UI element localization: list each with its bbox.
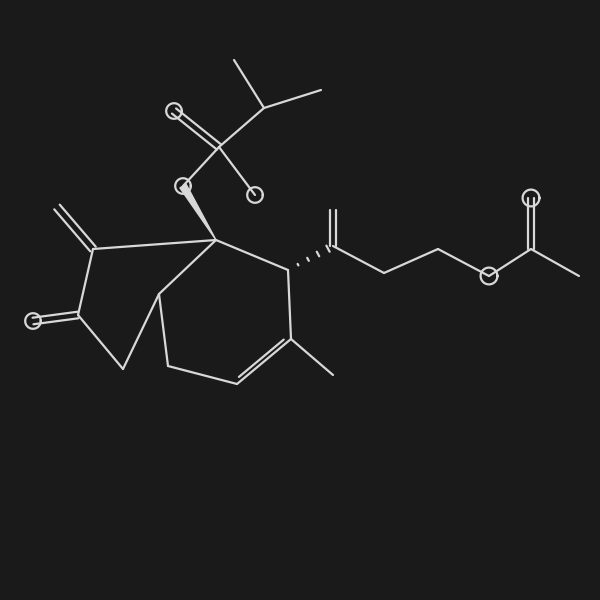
Polygon shape bbox=[180, 184, 216, 240]
